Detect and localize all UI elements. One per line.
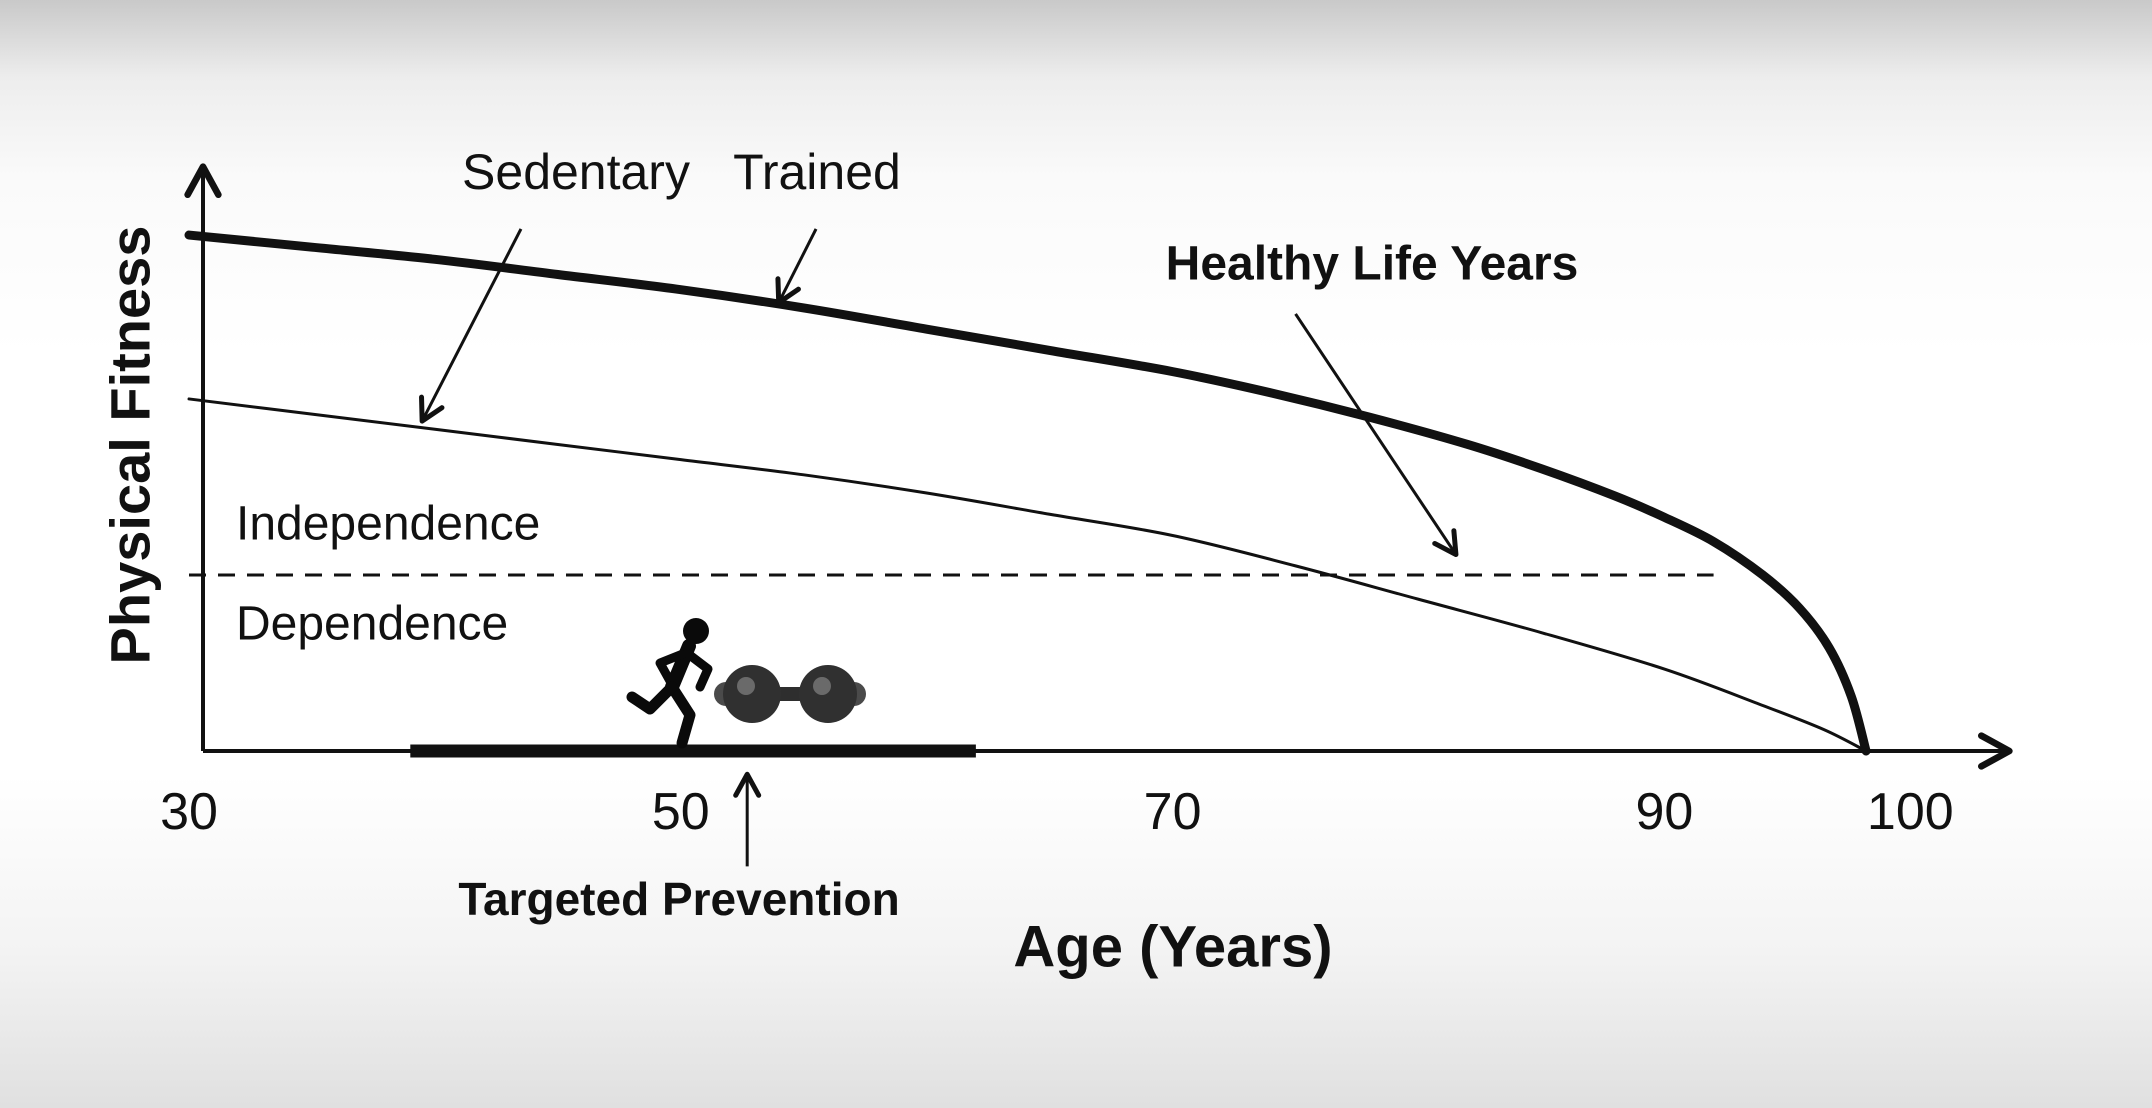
- curve-sedentary: [187, 397, 1868, 753]
- annotation-trained: Trained: [733, 144, 901, 200]
- arrow-trained: [775, 228, 818, 306]
- label-independence: Independence: [236, 497, 541, 551]
- x-tick-50: 50: [651, 783, 710, 841]
- x-tick-100: 100: [1866, 783, 1954, 841]
- annotation-healthy-life-years: Healthy Life Years: [1165, 237, 1579, 291]
- runner-icon: [626, 618, 713, 749]
- label-targeted-prevention: Targeted Prevention: [458, 873, 900, 925]
- y-axis-title: Physical Fitness: [98, 225, 162, 665]
- arrow-sedentary: [419, 228, 523, 424]
- annotation-sedentary: Sedentary: [462, 144, 690, 200]
- dumbbell-icon: [714, 665, 866, 723]
- x-axis-title: Age (Years): [1013, 914, 1333, 980]
- curve-trained: [184, 230, 1871, 756]
- arrow-healthy-life-years: [1294, 313, 1459, 558]
- x-tick-90: 90: [1635, 783, 1694, 841]
- x-tick-70: 70: [1143, 783, 1202, 841]
- x-tick-30: 30: [160, 783, 218, 841]
- label-dependence: Dependence: [236, 597, 509, 651]
